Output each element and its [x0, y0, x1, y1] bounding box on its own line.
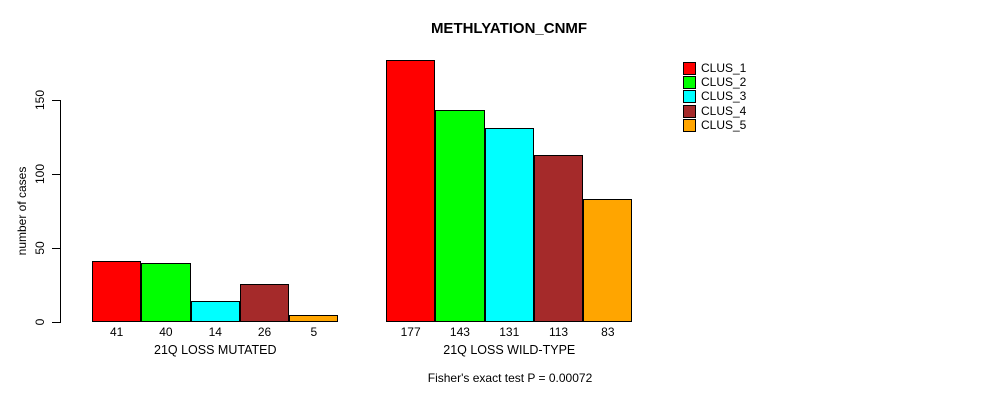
bar-value-label: 26: [257, 325, 272, 339]
bar-clus_2-2: [435, 110, 485, 322]
legend-swatch-clus_5: [683, 118, 696, 132]
y-tick-label: 150: [33, 89, 47, 111]
y-tick-mark: [52, 174, 60, 175]
legend-entry-clus_1: CLUS_1: [683, 62, 746, 75]
y-axis-label: number of cases: [15, 166, 29, 256]
legend-label: CLUS_2: [701, 75, 747, 90]
chart-title: METHLYATION_CNMF: [430, 20, 588, 37]
legend-entry-clus_4: CLUS_4: [683, 103, 747, 118]
bar-value-label: 40: [159, 325, 173, 339]
legend-swatch-clus_1: [683, 62, 696, 75]
bar-value-label: 5: [310, 325, 318, 339]
bar-clus_4-2: [533, 155, 584, 322]
legend-swatch-clus_3: [683, 90, 696, 104]
bar-value-label: 83: [601, 325, 615, 339]
bar-clus_4-1: [239, 284, 290, 322]
y-tick-mark: [52, 100, 60, 101]
y-tick-mark: [52, 322, 60, 323]
bar-clus_2-1: [141, 263, 191, 322]
bar-value-label: 177: [400, 325, 421, 339]
group-label: 21Q LOSS MUTATED: [154, 343, 277, 357]
legend-label: CLUS_5: [701, 117, 747, 132]
legend-label: CLUS_1: [701, 61, 747, 75]
bar-value-label: 41: [109, 325, 124, 339]
y-tick-label: 100: [33, 163, 47, 185]
legend-entry-clus_3: CLUS_3: [683, 89, 747, 104]
legend-label: CLUS_3: [701, 89, 747, 104]
y-tick-label: 0: [33, 318, 47, 326]
bar-clus_1-1: [92, 261, 142, 322]
legend-label: CLUS_4: [701, 103, 747, 118]
bar-value-label: 113: [548, 325, 569, 339]
fisher-test-annotation: Fisher's exact test P = 0.00072: [427, 371, 593, 385]
bar-clus_3-2: [484, 128, 534, 322]
bar-clus_1-2: [386, 60, 436, 322]
bar-value-label: 14: [208, 325, 222, 339]
group-label: 21Q LOSS WILD-TYPE: [443, 343, 576, 357]
bar-clus_5-1: [289, 315, 339, 322]
legend-swatch-clus_2: [683, 76, 696, 90]
legend-entry-clus_2: CLUS_2: [683, 75, 747, 90]
y-tick-label: 50: [33, 241, 47, 255]
bar-clus_5-2: [583, 199, 633, 322]
bar-value-label: 143: [449, 325, 470, 339]
y-axis-line: [60, 100, 61, 323]
bar-value-label: 131: [499, 325, 520, 339]
y-tick-mark: [52, 248, 60, 249]
legend-entry-clus_5: CLUS_5: [683, 117, 747, 132]
legend-swatch-clus_4: [683, 104, 696, 118]
bar-clus_3-1: [190, 301, 240, 322]
